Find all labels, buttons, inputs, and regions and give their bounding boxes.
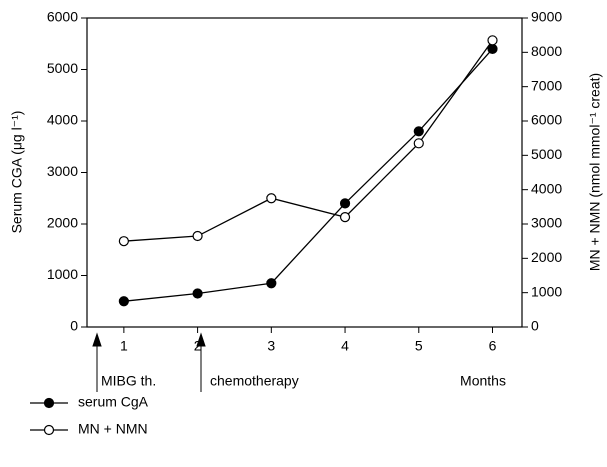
y2-tick-label: 1000 bbox=[531, 283, 562, 299]
y2-axis-label: MN + NMN (nmol mmol⁻¹ creat) bbox=[587, 73, 603, 271]
data-point bbox=[192, 230, 203, 242]
data-point bbox=[118, 236, 129, 247]
y2-tick-label: 0 bbox=[531, 318, 539, 334]
data-point bbox=[339, 198, 351, 209]
data-point bbox=[413, 126, 424, 137]
x-tick-label: 5 bbox=[415, 338, 423, 354]
x-tick-label: 2 bbox=[194, 338, 202, 354]
y2-tick-label: 4000 bbox=[531, 180, 562, 196]
y2-tick-label: 5000 bbox=[531, 146, 562, 162]
legend-marker bbox=[43, 424, 55, 436]
data-point bbox=[413, 138, 424, 149]
y-tick-label: 0 bbox=[70, 318, 78, 334]
y-tick-label: 1000 bbox=[47, 266, 78, 282]
data-point bbox=[339, 212, 351, 223]
data-point bbox=[118, 296, 129, 307]
y2-tick-label: 3000 bbox=[531, 215, 562, 231]
y2-tick-label: 2000 bbox=[531, 249, 562, 265]
y-axis-label: Serum CGA (μg l⁻¹) bbox=[9, 111, 25, 234]
y-tick-label: 3000 bbox=[47, 163, 78, 179]
x-axis-label: Months bbox=[460, 373, 506, 389]
series-line bbox=[123, 48, 493, 302]
x-tick-label: 3 bbox=[267, 338, 275, 354]
y2-tick-label: 7000 bbox=[531, 77, 562, 93]
data-point bbox=[266, 278, 277, 289]
y2-tick-label: 9000 bbox=[531, 9, 562, 25]
y2-tick-label: 6000 bbox=[531, 112, 562, 128]
y-tick-label: 4000 bbox=[47, 112, 78, 128]
series-line bbox=[123, 39, 494, 242]
data-point bbox=[192, 288, 203, 299]
plot-frame bbox=[86, 17, 523, 328]
legend-marker bbox=[43, 397, 55, 409]
legend-label: serum CgA bbox=[78, 394, 149, 410]
x-tick-label: 6 bbox=[489, 338, 497, 354]
y-tick-label: 5000 bbox=[47, 60, 78, 76]
annotation: chemotherapy bbox=[210, 373, 299, 389]
data-point bbox=[487, 35, 498, 46]
x-tick-label: 4 bbox=[341, 338, 349, 354]
y-tick-label: 6000 bbox=[47, 9, 78, 25]
annotation: MIBG th. bbox=[101, 373, 156, 389]
legend-label: MN + NMN bbox=[78, 421, 148, 437]
annotation-arrow bbox=[92, 332, 206, 392]
data-point bbox=[266, 193, 277, 204]
x-tick-label: 1 bbox=[120, 338, 128, 354]
y-tick-label: 2000 bbox=[47, 215, 78, 231]
y2-tick-label: 8000 bbox=[531, 43, 562, 59]
